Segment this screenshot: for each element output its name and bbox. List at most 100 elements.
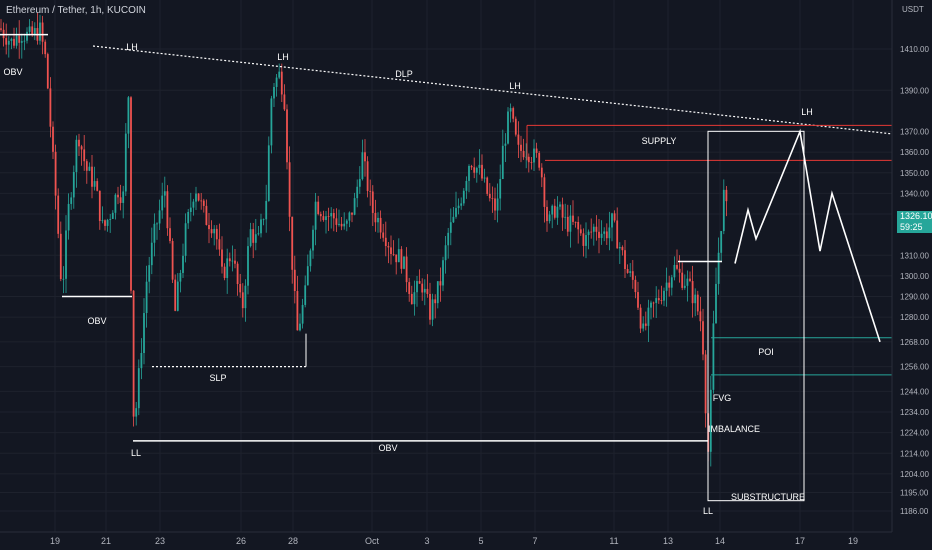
candle-body (182, 255, 184, 273)
candle-body (423, 288, 426, 293)
candle-body (59, 233, 62, 279)
candle-body (600, 233, 603, 238)
candle-body (62, 278, 65, 280)
candle-body (556, 206, 559, 218)
candle-body (538, 152, 541, 168)
y-tick-label: 1350.00 (900, 169, 929, 178)
candle-body (374, 212, 377, 223)
dlp-label: DLP (395, 69, 413, 79)
candle-body (647, 307, 650, 326)
candle-body (650, 302, 652, 308)
y-tick-label: 1256.00 (900, 363, 929, 372)
candle-body (722, 189, 725, 232)
lh-label-3: LH (509, 81, 521, 91)
ll-label-2: LL (703, 506, 713, 516)
slp-label: SLP (209, 373, 226, 383)
candle-body (309, 250, 312, 267)
imbalance-label: IMBALANCE (708, 424, 760, 434)
candle-body (517, 134, 520, 145)
candle-body (400, 249, 403, 269)
candle-body (655, 298, 658, 303)
y-tick-label: 1290.00 (900, 293, 929, 302)
candle-body (702, 321, 704, 355)
candle-body (683, 285, 686, 288)
candle-body (543, 177, 546, 207)
candle-body (712, 323, 715, 390)
candle-body (210, 229, 213, 234)
candle-body (78, 139, 80, 147)
candle-body (717, 252, 720, 284)
candle-body (390, 247, 392, 255)
candle-body (171, 241, 174, 280)
y-tick-label: 1390.00 (900, 86, 929, 95)
candle-body (395, 254, 398, 263)
candle-body (569, 215, 572, 232)
candle-body (530, 162, 533, 163)
candle-body (213, 228, 216, 234)
candle-body (494, 198, 496, 211)
x-tick-label: 17 (795, 536, 805, 546)
candle-body (520, 144, 522, 151)
candle-body (559, 204, 561, 207)
candle-body (119, 197, 122, 203)
candle-body (317, 201, 320, 215)
x-tick-label: 3 (424, 536, 429, 546)
candle-body (33, 28, 36, 35)
candle-body (462, 190, 465, 204)
y-tick-label: 1340.00 (900, 189, 929, 198)
candle-body (460, 203, 463, 206)
candle-body (442, 260, 444, 286)
candle-body (93, 181, 96, 187)
candle-body (351, 212, 353, 215)
obv-label-top: OBV (3, 67, 22, 77)
candle-body (665, 282, 668, 291)
y-tick-label: 1268.00 (900, 338, 929, 347)
candle-body (447, 232, 450, 246)
candle-body (478, 164, 481, 168)
candle-body (369, 190, 372, 192)
candle-body (150, 242, 153, 266)
candle-body (332, 213, 335, 219)
candle-body (192, 201, 195, 208)
candle-body (39, 22, 41, 41)
candle-body (465, 180, 468, 191)
candle-body (70, 197, 73, 204)
candle-body (468, 165, 470, 181)
candle-body (52, 126, 54, 152)
candle-body (247, 246, 249, 286)
candle-body (696, 294, 699, 312)
candle-body (221, 249, 223, 267)
y-axis: USDT 1410.00 1390.00 1370.00 1360.00 1350.00 1… (891, 0, 932, 550)
candle-body (670, 277, 673, 288)
candle-body (522, 150, 525, 158)
candle-body (676, 264, 678, 269)
candle-body (699, 311, 702, 322)
poi-label: POI (758, 347, 774, 357)
candle-body (421, 283, 424, 293)
candle-body (83, 149, 86, 162)
candle-body (132, 290, 135, 417)
candle-body (257, 233, 260, 235)
candle-body (364, 152, 366, 162)
candle-body (228, 258, 231, 262)
lh-label-4: LH (801, 107, 813, 117)
candle-body (96, 181, 99, 191)
candle-body (28, 26, 31, 32)
candle-body (187, 211, 190, 224)
candle-body (598, 231, 600, 238)
candle-body (514, 118, 517, 135)
candle-body (603, 231, 606, 234)
candle-body (241, 292, 244, 309)
candle-body (387, 246, 390, 248)
y-tick-label: 1195.00 (900, 488, 929, 497)
candle-body (663, 290, 665, 301)
candle-body (208, 224, 210, 230)
candle-body (408, 282, 411, 294)
candle-body (486, 177, 489, 194)
x-tick-label: 7 (532, 536, 537, 546)
y-tick-label: 1370.00 (900, 128, 929, 137)
candle-body (234, 260, 236, 264)
candle-body (377, 217, 379, 223)
candle-body (205, 205, 208, 225)
